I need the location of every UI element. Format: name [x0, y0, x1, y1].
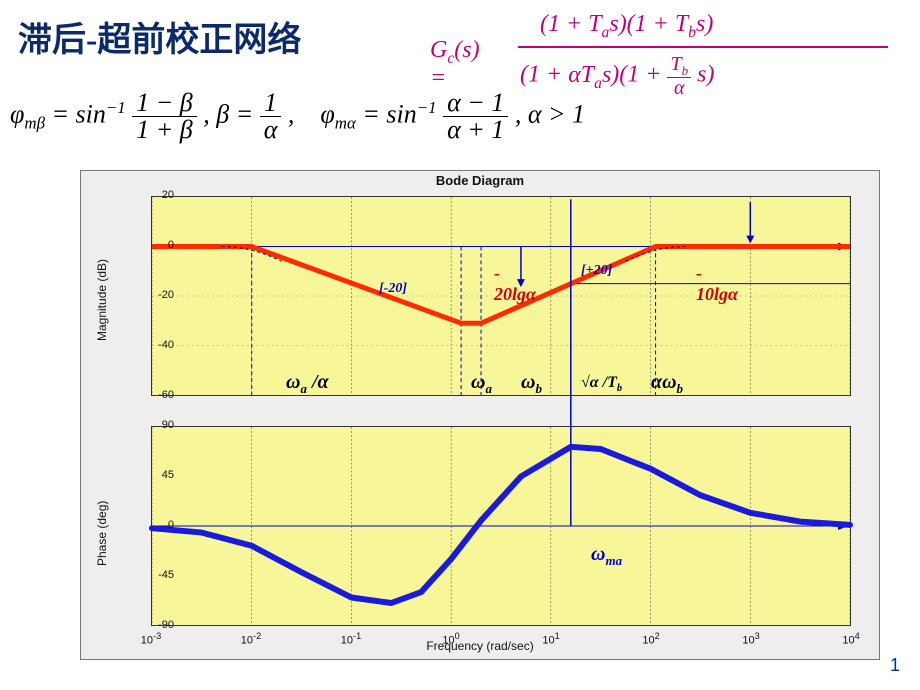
page-title: 滞后-超前校正网络	[18, 12, 301, 61]
ann-minus10lg: -10lgα	[696, 263, 738, 305]
ann-wa-alpha: ωa /α	[286, 371, 329, 397]
phase-panel	[151, 426, 851, 626]
ann-wma: ωma	[591, 543, 622, 569]
equation-phi: φmβ = sin−1 1 − β1 + β , β = 1α , φmα = …	[10, 90, 585, 143]
ann-sqrt: √α /Tb	[581, 374, 622, 394]
ylabel-phase: Phase (deg)	[95, 501, 109, 566]
ann-wb: ωb	[521, 371, 542, 397]
bode-diagram: Bode Diagram Magnitude (dB) Phase (deg) …	[80, 170, 880, 660]
ann-minus20lg: -20lgα	[494, 263, 536, 305]
chart-title: Bode Diagram	[81, 173, 879, 188]
ann-wa: ωa	[471, 371, 492, 397]
ann-awb: αωb	[651, 371, 683, 397]
ann-slope-up: [+20]	[581, 263, 612, 279]
page-number: 1	[890, 655, 900, 676]
ylabel-magnitude: Magnitude (dB)	[95, 259, 109, 341]
ann-slope-down: [-20]	[379, 281, 407, 297]
